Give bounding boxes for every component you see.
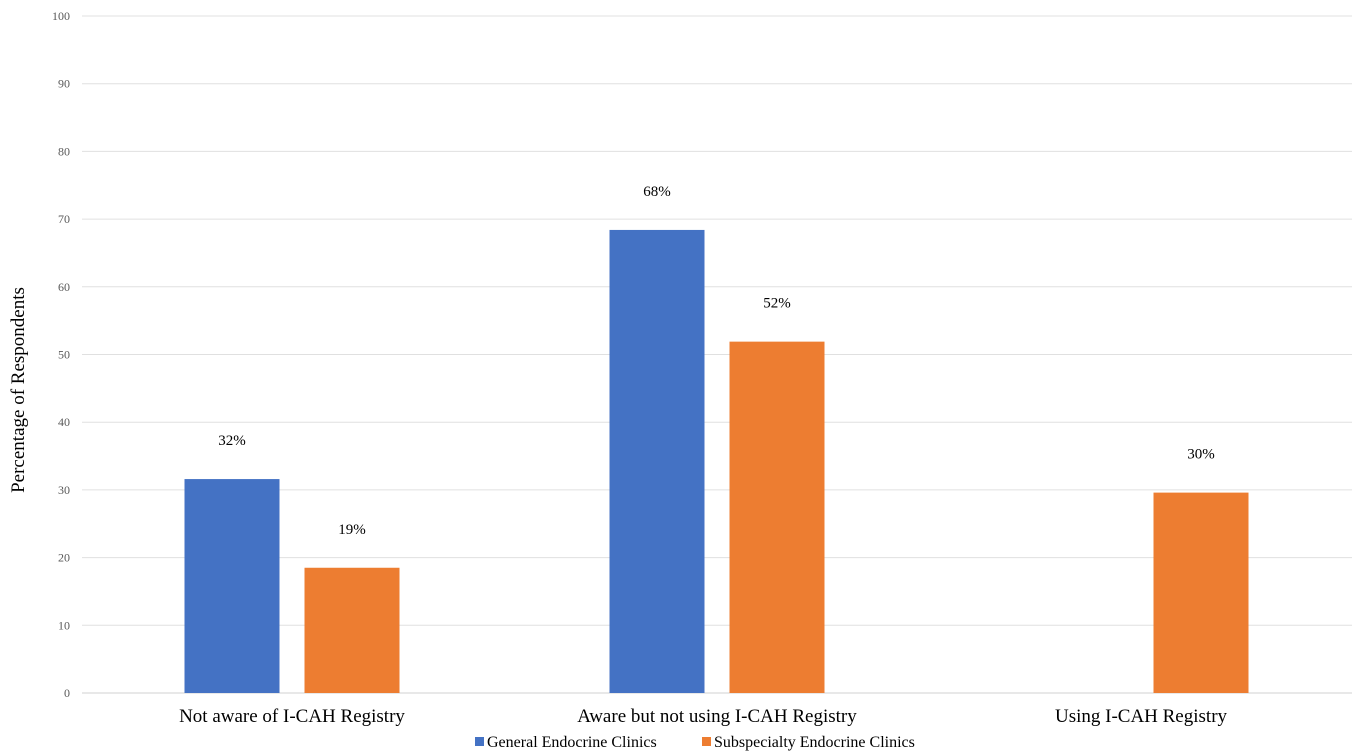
y-tick-label: 50 — [58, 348, 70, 362]
gridlines — [82, 15, 1352, 694]
legend-swatch — [702, 737, 711, 746]
y-tick-label: 30 — [58, 483, 70, 497]
data-labels: 32% 68% 19% 52% 30% — [218, 184, 1215, 538]
data-label: 19% — [338, 522, 366, 538]
bar — [184, 479, 280, 693]
y-tick-label: 100 — [52, 9, 70, 23]
y-tick-label: 60 — [58, 280, 70, 294]
bar — [1153, 492, 1249, 693]
data-label: 30% — [1187, 447, 1215, 463]
x-category-label: Not aware of I-CAH Registry — [179, 706, 405, 727]
y-tick-label: 90 — [58, 77, 70, 91]
bar — [729, 341, 825, 693]
y-tick-label: 70 — [58, 212, 70, 226]
legend-label: General Endocrine Clinics — [487, 734, 657, 751]
data-label: 68% — [643, 184, 671, 200]
y-axis-ticks: 0 10 20 30 40 50 60 70 80 90 100 — [52, 9, 70, 700]
data-label: 52% — [763, 296, 791, 312]
y-tick-label: 40 — [58, 415, 70, 429]
data-label: 32% — [218, 433, 246, 449]
bar — [304, 567, 400, 693]
y-axis-title: Percentage of Respondents — [8, 287, 29, 493]
bar — [609, 229, 705, 693]
legend-swatch — [475, 737, 484, 746]
x-category-label: Aware but not using I-CAH Registry — [577, 706, 857, 727]
bars — [184, 229, 1249, 693]
y-tick-label: 80 — [58, 144, 70, 158]
y-tick-label: 20 — [58, 551, 70, 565]
y-tick-label: 0 — [64, 686, 70, 700]
x-category-label: Using I-CAH Registry — [1055, 706, 1228, 727]
x-axis-categories: Not aware of I-CAH Registry Aware but not… — [179, 706, 1227, 727]
y-tick-label: 10 — [58, 618, 70, 632]
legend-label: Subspecialty Endocrine Clinics — [714, 734, 915, 751]
legend: General Endocrine Clinics Subspecialty En… — [475, 734, 915, 751]
